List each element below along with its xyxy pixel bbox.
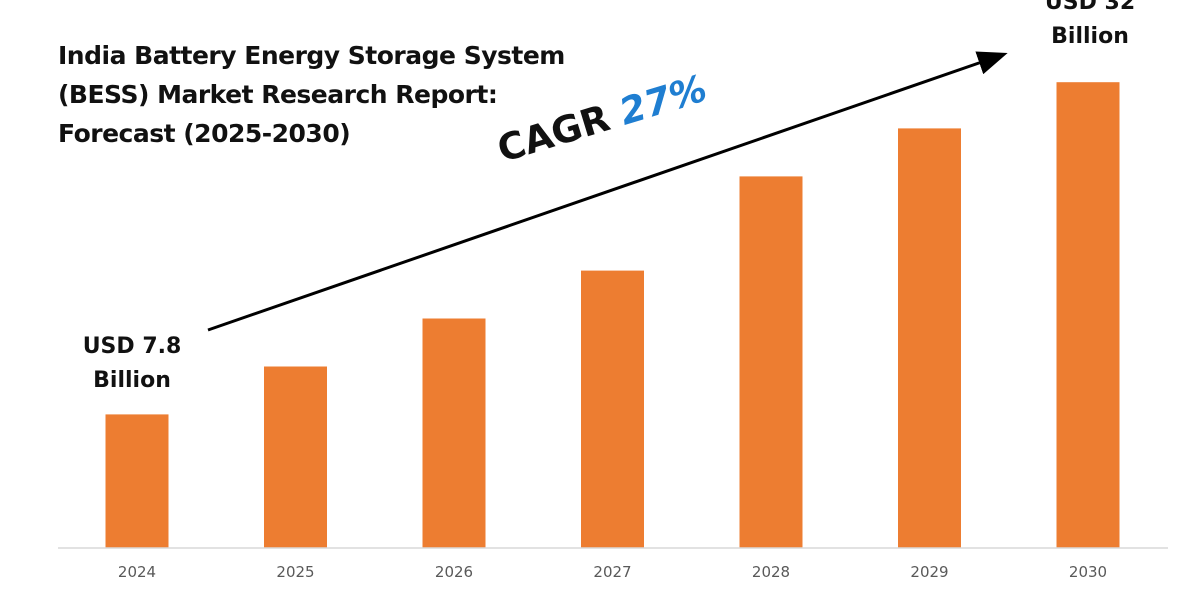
x-tick-labels: 2024 2025 2026 2027 2028 2029 2030: [118, 563, 1107, 581]
bar-2027: [581, 270, 644, 548]
x-tick-label-2029: 2029: [910, 563, 948, 581]
bar-2025: [264, 366, 327, 548]
bar-2028: [739, 176, 803, 548]
bar-2030: [1056, 82, 1120, 548]
bar-2026: [422, 318, 486, 548]
chart-title-line-1: India Battery Energy Storage System: [58, 41, 565, 70]
start-value-callout: USD 7.8 Billion: [72, 330, 192, 398]
bar-2024: [105, 414, 169, 548]
x-tick-label-2028: 2028: [752, 563, 790, 581]
end-value-callout: USD 32 Billion: [1030, 0, 1150, 54]
growth-arrow: [207, 51, 1008, 332]
x-tick-label-2030: 2030: [1069, 563, 1107, 581]
end-value-line-2: Billion: [1051, 24, 1129, 49]
x-tick-label-2026: 2026: [435, 563, 473, 581]
bars-group: [105, 82, 1120, 548]
bar-2029: [898, 128, 961, 548]
chart-title: India Battery Energy Storage System (BES…: [58, 36, 578, 153]
x-tick-label-2025: 2025: [276, 563, 314, 581]
chart-title-line-3: Forecast (2025-2030): [58, 119, 351, 148]
end-value-line-1: USD 32: [1044, 0, 1136, 15]
start-value-line-1: USD 7.8: [82, 334, 182, 359]
chart-title-line-2: (BESS) Market Research Report:: [58, 80, 498, 109]
x-tick-label-2027: 2027: [593, 563, 631, 581]
start-value-line-2: Billion: [93, 368, 171, 393]
x-tick-label-2024: 2024: [118, 563, 156, 581]
